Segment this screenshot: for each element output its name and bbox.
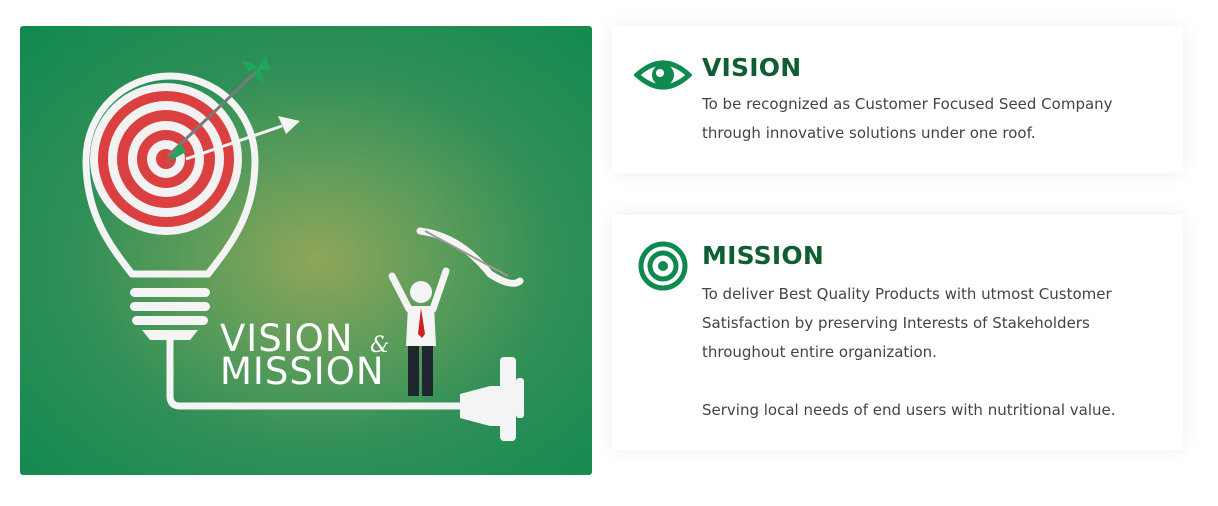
vision-card: VISION To be recognized as Customer Focu… [612, 26, 1183, 173]
vision-mission-banner: VISION & MISSION [20, 26, 592, 475]
mission-title: MISSION [702, 241, 824, 270]
target-icon [637, 240, 689, 297]
vision-text: To be recognized as Customer Focused See… [702, 95, 1113, 142]
banner-ampersand: & [370, 333, 390, 358]
mission-text: To deliver Best Quality Products with ut… [702, 285, 1112, 361]
eye-icon [633, 57, 693, 98]
mission-text-secondary: Serving local needs of end users with nu… [702, 401, 1116, 419]
mission-card: MISSION To deliver Best Quality Products… [612, 215, 1183, 450]
banner-vision-word: VISION [220, 317, 353, 360]
plug-icon [460, 357, 524, 441]
arrow-icon [166, 56, 300, 162]
vision-title: VISION [702, 53, 802, 82]
banner-illustration: VISION & MISSION [82, 56, 524, 441]
archer-figure [388, 227, 524, 396]
lightbulb-icon [82, 72, 470, 410]
banner-mission-word: MISSION [220, 350, 385, 393]
